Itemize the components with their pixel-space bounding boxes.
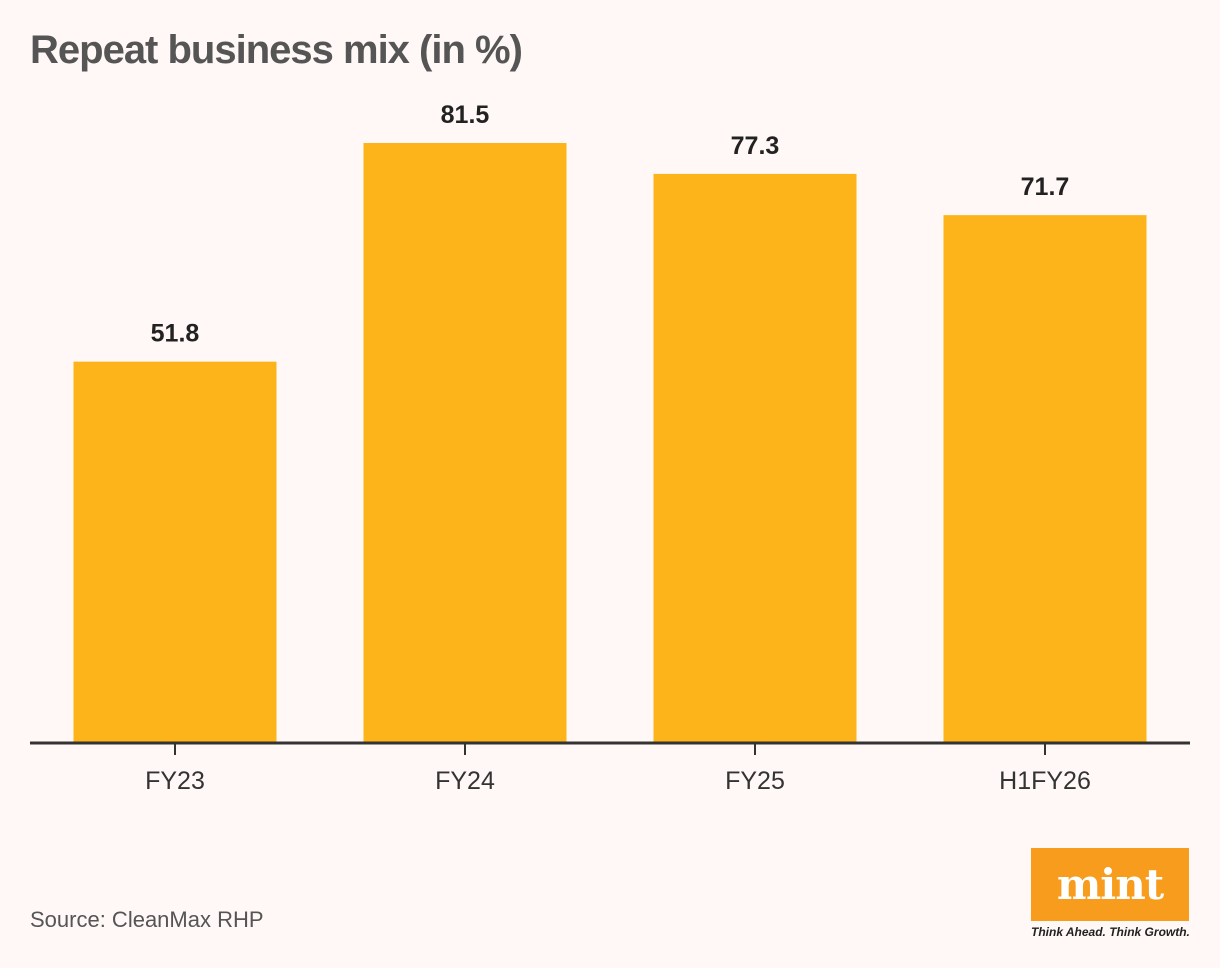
- source-note: Source: CleanMax RHP: [30, 907, 264, 932]
- bar-fy25: [653, 173, 857, 744]
- data-label-fy25: 77.3: [731, 132, 780, 160]
- data-label-fy23: 51.8: [151, 320, 200, 348]
- bar-h1fy26: [943, 215, 1147, 744]
- chart-title: Repeat business mix (in %): [30, 28, 523, 72]
- x-tick-label-fy23: FY23: [145, 767, 205, 795]
- data-label-fy24: 81.5: [441, 101, 490, 129]
- x-tick-label-h1fy26: H1FY26: [999, 767, 1091, 795]
- x-tick-label-fy24: FY24: [435, 767, 495, 795]
- bars-layer: [73, 143, 1147, 744]
- ticks-layer: [174, 743, 1046, 755]
- bar-fy24: [363, 143, 567, 743]
- x-tick-label-fy25: FY25: [725, 767, 785, 795]
- data-label-h1fy26: 71.7: [1021, 173, 1070, 201]
- logo-wordmark: mint: [1056, 860, 1164, 909]
- bar-fy23: [73, 361, 277, 743]
- mint-logo: mint: [1031, 848, 1189, 921]
- labels-layer: 51.8 FY23 81.5 FY24 77.3 FY25 71.7 H1FY26: [145, 101, 1091, 795]
- logo-tagline: Think Ahead. Think Growth.: [1031, 925, 1190, 939]
